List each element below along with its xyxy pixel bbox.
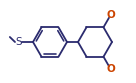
Text: O: O	[107, 64, 115, 74]
Text: O: O	[107, 10, 115, 20]
Text: S: S	[15, 37, 22, 47]
